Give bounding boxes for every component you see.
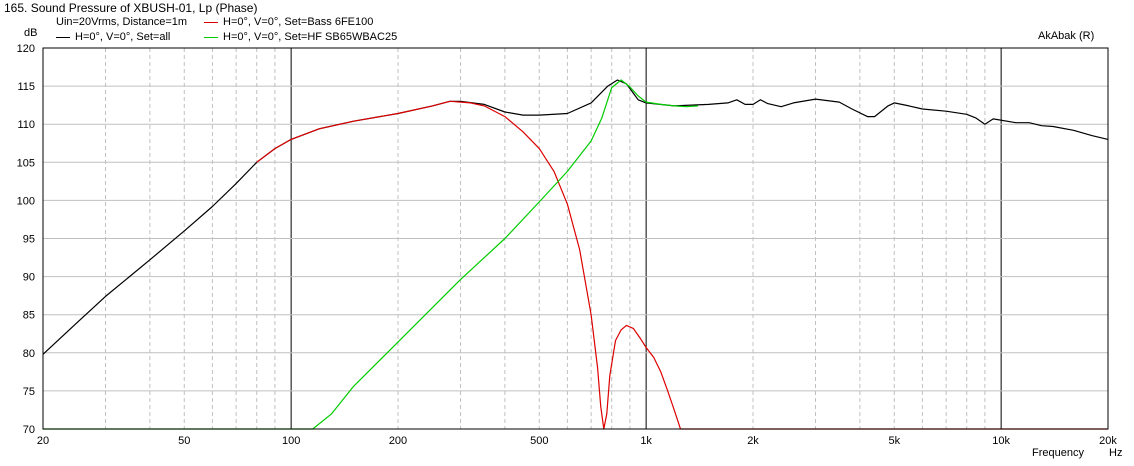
series-line-1 xyxy=(256,100,1108,430)
y-axis-label: dB xyxy=(24,27,38,39)
x-tick-label: 1k xyxy=(640,435,652,447)
plot-frame xyxy=(42,47,1109,430)
y-tick-label: 120 xyxy=(17,43,35,55)
x-tick-label: 100 xyxy=(282,435,300,447)
x-tick-label: 20k xyxy=(1099,435,1117,447)
legend-item-all: H=0°, V=0°, Set=all xyxy=(56,31,170,43)
series-line-2 xyxy=(43,79,699,430)
x-axis-label: Frequency xyxy=(1032,447,1084,459)
x-tick-label: 200 xyxy=(389,435,407,447)
y-tick-label: 75 xyxy=(23,386,35,398)
brand-label: AkAbak (R) xyxy=(1038,30,1095,42)
legend-label-bass: H=0°, V=0°, Set=Bass 6FE100 xyxy=(223,16,374,28)
x-tick-label: 500 xyxy=(530,435,548,447)
grid-layer xyxy=(43,48,1108,429)
x-tick-label: 20 xyxy=(37,435,49,447)
y-tick-label: 70 xyxy=(23,424,35,436)
y-tick-label: 105 xyxy=(17,157,35,169)
y-tick-label: 115 xyxy=(17,81,35,93)
y-tick-label: 80 xyxy=(23,348,35,360)
y-tick-label: 100 xyxy=(17,195,35,207)
legend-label-all: H=0°, V=0°, Set=all xyxy=(75,31,171,43)
series-line-0 xyxy=(42,79,1109,355)
legend-item-hf: H=0°, V=0°, Set=HF SB65WBAC25 xyxy=(204,31,397,43)
chart-title: 165. Sound Pressure of XBUSH-01, Lp (Pha… xyxy=(4,1,258,15)
legend-item-bass: H=0°, V=0°, Set=Bass 6FE100 xyxy=(204,16,373,28)
legend-label-hf: H=0°, V=0°, Set=HF SB65WBAC25 xyxy=(223,31,398,43)
legend-swatch-hf xyxy=(204,36,218,38)
y-tick-label: 85 xyxy=(23,310,35,322)
x-tick-label: 5k xyxy=(888,435,900,447)
chart-subtitle: Uin=20Vrms, Distance=1m xyxy=(56,16,188,28)
x-axis-unit: Hz xyxy=(1109,447,1123,459)
x-tick-label: 50 xyxy=(178,435,190,447)
legend-swatch-bass xyxy=(204,21,218,23)
series-layer xyxy=(42,79,1109,430)
legend-swatch-all xyxy=(56,36,70,38)
x-tick-label: 10k xyxy=(992,435,1010,447)
y-tick-label: 90 xyxy=(23,272,35,284)
y-tick-label: 110 xyxy=(17,119,35,131)
y-tick-label: 95 xyxy=(23,234,35,246)
x-tick-label: 2k xyxy=(747,435,759,447)
